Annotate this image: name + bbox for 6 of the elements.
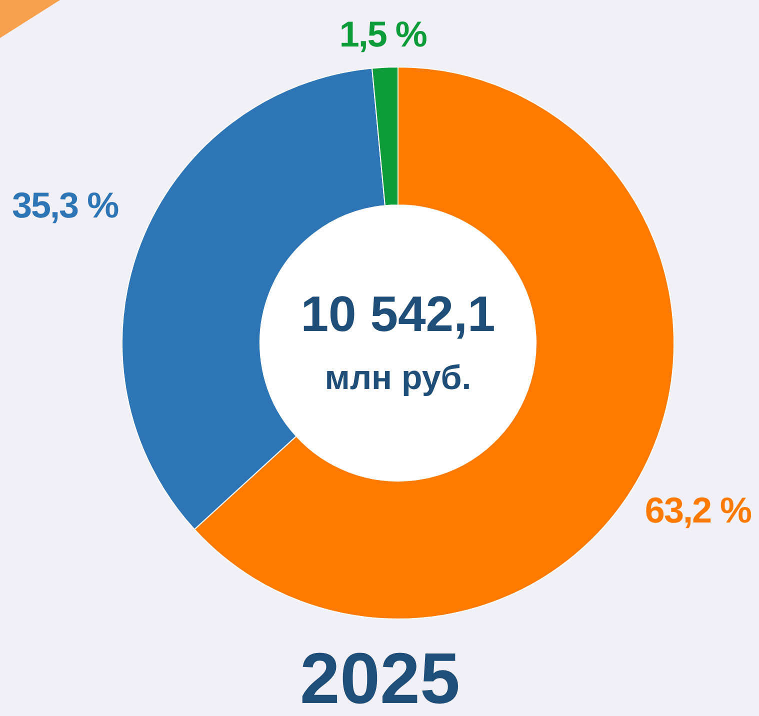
data-label: 1,5 % (339, 13, 428, 54)
text: 10 542,1 (300, 286, 496, 342)
data-label: 63,2 % (644, 489, 752, 530)
data-label: 35,3 % (12, 184, 120, 226)
text: млн руб. (324, 359, 472, 397)
text: 2025 (300, 639, 460, 716)
